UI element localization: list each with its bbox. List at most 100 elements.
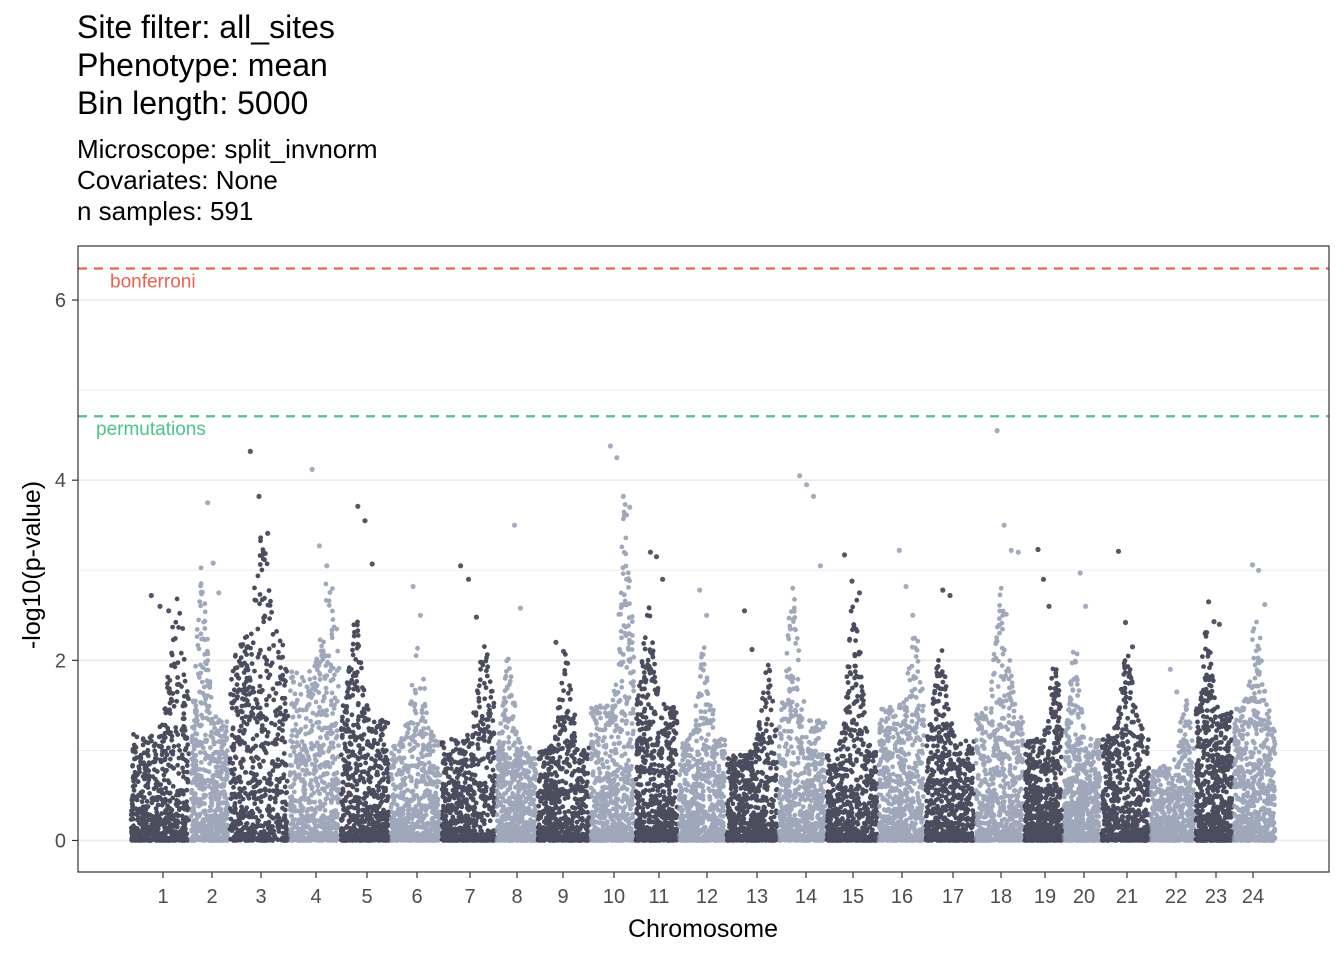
x-tick-label-chromosome-8: 8 xyxy=(511,886,522,908)
point-cloud xyxy=(338,619,392,843)
chromosome-20-points xyxy=(1061,570,1103,843)
x-tick-label-chromosome-2: 2 xyxy=(206,886,217,908)
top-hit-point xyxy=(1216,621,1222,627)
x-tick-label-chromosome-4: 4 xyxy=(310,886,321,908)
top-hit-point xyxy=(1262,601,1268,608)
x-tick-label-chromosome-12: 12 xyxy=(696,886,718,908)
top-hit-point xyxy=(1129,644,1136,650)
top-hit-point xyxy=(324,563,330,569)
point-cloud xyxy=(128,596,192,843)
chromosome-23-points xyxy=(1193,599,1235,843)
x-tick-label-chromosome-5: 5 xyxy=(361,886,372,908)
top-hit-point xyxy=(607,443,614,449)
top-hit-point xyxy=(749,646,755,653)
point-cloud xyxy=(1148,698,1197,843)
subtitle-microscope: Microscope: split_invnorm xyxy=(77,134,378,164)
top-hit-point xyxy=(1211,619,1217,625)
top-hit-point xyxy=(1035,546,1041,553)
data-points xyxy=(128,428,1278,843)
chromosome-21-points xyxy=(1099,548,1152,843)
x-tick-label-chromosome-16: 16 xyxy=(891,886,913,908)
x-tick-label-chromosome-19: 19 xyxy=(1034,886,1056,908)
point-cloud xyxy=(973,585,1026,843)
top-hit-point xyxy=(994,428,1000,434)
threshold-lines: bonferroni permutations xyxy=(78,267,1329,440)
y-axis-title: -log10(p-value) xyxy=(18,481,46,649)
x-tick-label-chromosome-6: 6 xyxy=(411,886,422,908)
point-cloud xyxy=(1022,666,1065,843)
x-tick-label-chromosome-7: 7 xyxy=(464,886,475,908)
top-hit-point xyxy=(309,466,315,472)
point-cloud xyxy=(588,502,637,843)
top-hit-point xyxy=(553,639,559,645)
top-hit-point xyxy=(1008,547,1014,554)
top-hit-point xyxy=(1040,576,1047,582)
point-cloud xyxy=(676,645,728,843)
top-hit-point xyxy=(647,549,654,555)
top-hit-point xyxy=(256,493,262,499)
top-hit-point xyxy=(741,608,748,614)
chromosome-19-points xyxy=(1022,546,1065,843)
subtitle-n-samples: n samples: 591 xyxy=(77,196,254,226)
top-hit-point xyxy=(1083,603,1089,609)
top-hit-point xyxy=(947,592,953,599)
title-phenotype: Phenotype: mean xyxy=(77,47,328,83)
chromosome-18-points xyxy=(973,428,1026,843)
top-hit-point xyxy=(653,554,660,560)
chromosome-24-points xyxy=(1231,562,1278,843)
panel-border xyxy=(77,245,1330,873)
top-hit-point xyxy=(1001,522,1007,528)
top-hit-point xyxy=(1167,666,1173,672)
top-hit-point xyxy=(166,608,172,614)
top-hit-point xyxy=(473,614,479,620)
top-hit-point xyxy=(1256,567,1262,573)
top-hit-point xyxy=(817,563,824,569)
y-tick-label: 4 xyxy=(55,470,66,492)
x-tick-label-chromosome-20: 20 xyxy=(1073,886,1095,908)
point-cloud xyxy=(494,656,539,843)
title-bin-length: Bin length: 5000 xyxy=(77,85,309,121)
top-hit-point xyxy=(627,504,633,510)
chromosome-6-points xyxy=(388,583,443,843)
point-cloud xyxy=(439,644,498,843)
top-hit-point xyxy=(458,563,464,569)
top-hit-point xyxy=(1115,548,1122,554)
subtitle-covariates: Covariates: None xyxy=(77,165,278,195)
chromosome-5-points xyxy=(338,503,392,843)
top-hit-point xyxy=(1046,603,1052,609)
top-hit-point xyxy=(940,587,946,593)
top-hit-point xyxy=(697,587,703,593)
x-axis-title: Chromosome xyxy=(628,915,778,943)
title-block: Site filter: all_sites Phenotype: mean B… xyxy=(77,8,335,122)
point-cloud xyxy=(1099,653,1152,843)
chromosome-16-points xyxy=(876,547,927,843)
top-hit-point xyxy=(1174,689,1180,695)
x-tick-label-chromosome-13: 13 xyxy=(746,886,768,908)
top-hit-point xyxy=(896,547,902,554)
top-hit-point xyxy=(465,576,472,582)
point-cloud xyxy=(227,535,291,843)
bonferroni-label: bonferroni xyxy=(110,272,196,293)
point-cloud xyxy=(876,635,927,843)
chromosome-22-points xyxy=(1148,666,1197,843)
y-tick-label: 2 xyxy=(55,650,66,672)
top-hit-point xyxy=(157,603,163,609)
top-hit-point xyxy=(148,592,154,599)
top-hit-point xyxy=(410,583,416,590)
chromosome-1-points xyxy=(128,592,192,843)
title-site-filter: Site filter: all_sites xyxy=(77,9,335,45)
top-hit-point xyxy=(560,648,567,654)
top-hit-point xyxy=(849,578,855,584)
top-hit-point xyxy=(316,543,322,549)
chromosome-9-points xyxy=(535,639,592,843)
point-cloud xyxy=(824,597,880,843)
top-hit-point xyxy=(216,590,222,596)
top-hit-point xyxy=(1206,599,1212,605)
point-cloud xyxy=(1193,630,1235,843)
top-hit-point xyxy=(704,612,710,618)
point-cloud xyxy=(776,585,828,843)
y-tick-label: 6 xyxy=(55,290,66,312)
top-hit-point xyxy=(1077,570,1083,576)
x-tick-label-chromosome-11: 11 xyxy=(649,886,670,908)
